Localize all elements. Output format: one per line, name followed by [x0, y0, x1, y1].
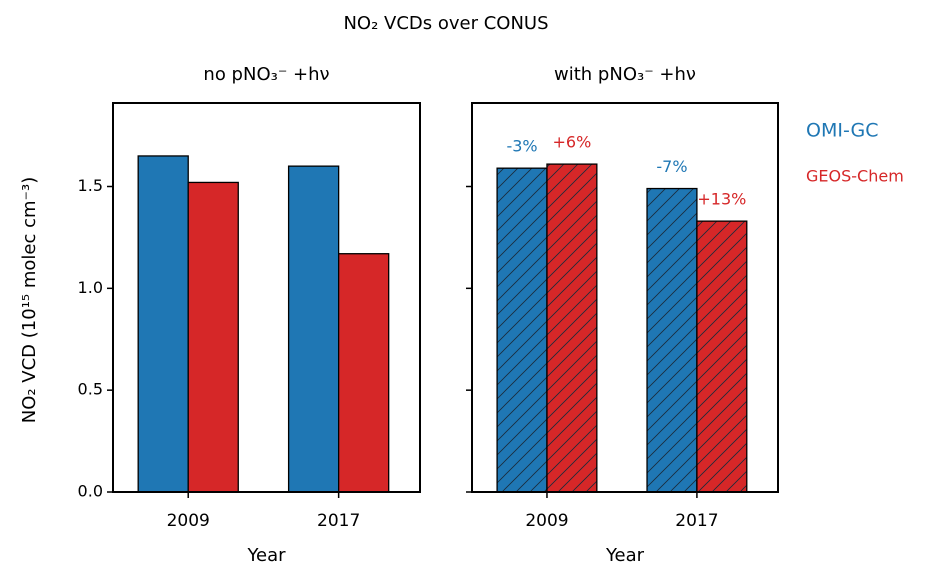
x-tick-label: 2017 — [675, 511, 718, 531]
x-axis-label: Year — [605, 545, 645, 566]
bar — [696, 220, 748, 493]
bar-annotation: +13% — [697, 190, 746, 209]
bar-annotation: -7% — [656, 157, 687, 176]
bar — [187, 181, 239, 493]
x-axis-label: Year — [246, 545, 286, 566]
bar-annotation: +6% — [553, 133, 592, 152]
bar — [287, 165, 340, 493]
subplot-title: with pNO₃⁻ +hν — [554, 64, 696, 85]
y-tick-label: 1.5 — [78, 176, 103, 195]
x-tick-label: 2017 — [317, 511, 360, 531]
bar — [646, 187, 698, 493]
subplot-title: no pNO₃⁻ +hν — [203, 64, 329, 85]
y-axis-label: NO₂ VCD (10¹⁵ molec cm⁻³) — [19, 177, 40, 424]
bar — [137, 155, 189, 493]
legend-label: GEOS-Chem — [806, 167, 904, 186]
bar-annotation: -3% — [506, 137, 537, 156]
x-tick-label: 2009 — [525, 511, 568, 531]
x-tick-label: 2009 — [167, 511, 210, 531]
bar — [337, 253, 390, 493]
y-tick-label: 1.0 — [78, 278, 103, 297]
figure-title: NO₂ VCDs over CONUS — [343, 13, 548, 34]
legend-label: OMI-GC — [806, 120, 879, 142]
bar — [496, 167, 548, 493]
axes-frame — [112, 102, 421, 493]
axes-frame — [471, 102, 779, 493]
y-tick-label: 0.5 — [78, 380, 103, 399]
bar — [546, 163, 598, 493]
y-tick-label: 0.0 — [78, 482, 103, 501]
